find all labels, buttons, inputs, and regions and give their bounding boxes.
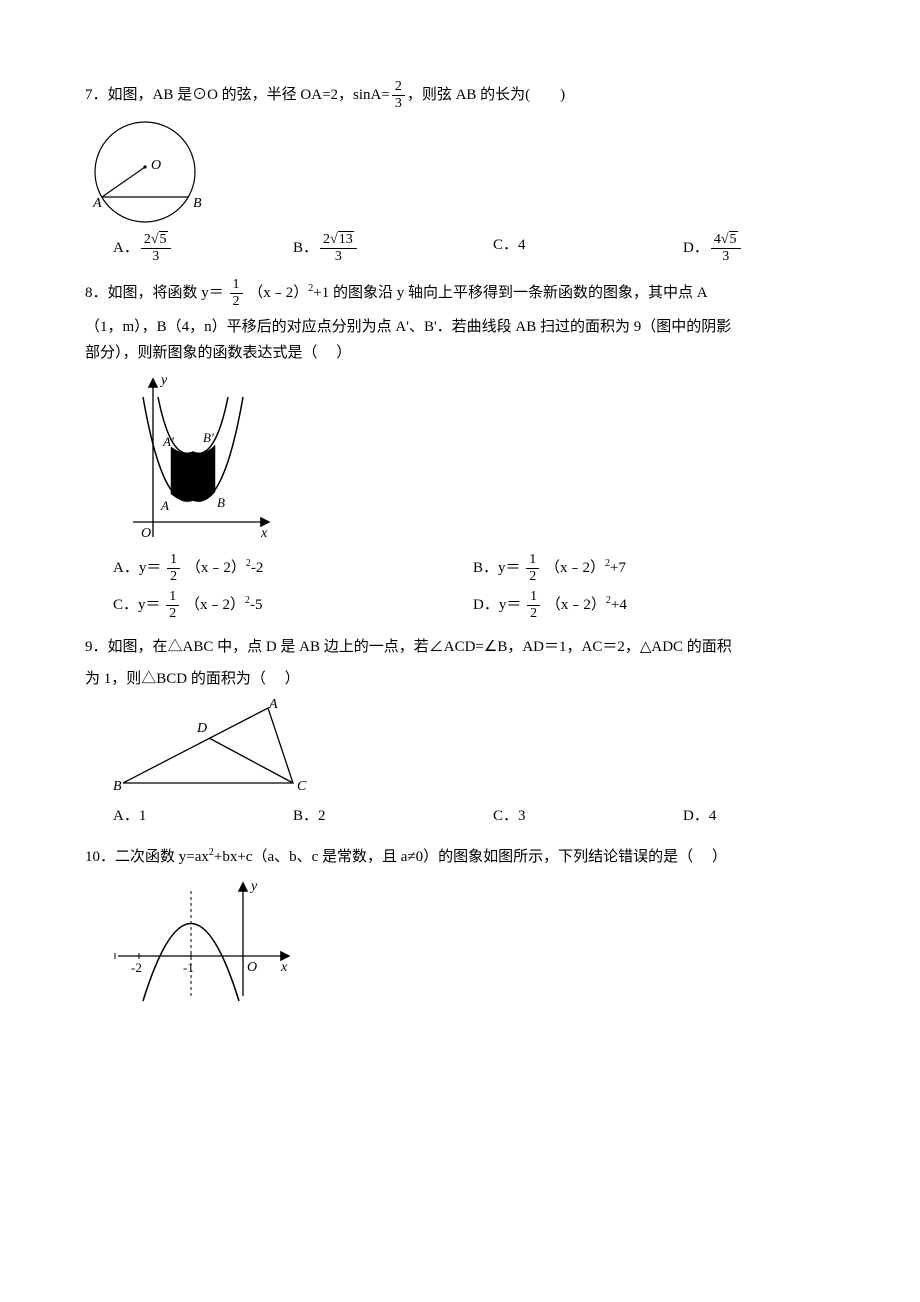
svg-text:O: O xyxy=(141,526,151,541)
q7-options: A．253 B．2133 C．4 D．453 xyxy=(113,233,840,264)
q7-svg: O A B xyxy=(85,117,220,227)
svg-text:A: A xyxy=(268,698,278,712)
question-10: 10．二次函数 y=ax2+bx+c（a、b、c 是常数，且 a≠0）的图象如图… xyxy=(85,844,840,1007)
q10-svg: O x y -2 -1 xyxy=(113,876,303,1006)
q9-number: 9 xyxy=(85,639,93,655)
q9-line2: 为 1，则△BCD 的面积为（ ） xyxy=(85,667,840,693)
q7-stem-b: ，则弦 AB 的长为( ) xyxy=(407,87,565,103)
q7-option-a: A．253 xyxy=(113,233,293,264)
svg-text:O: O xyxy=(151,158,161,173)
q9-option-c: C．3 xyxy=(493,804,683,830)
svg-text:-1: -1 xyxy=(183,960,194,975)
q7-sinA-fraction: 23 xyxy=(392,80,405,111)
question-7: 7．如图，AB 是⊙O 的弦，半径 OA=2，sinA=23，则弦 AB 的长为… xyxy=(85,80,840,264)
q8-figure: O x y A B A' B' xyxy=(113,372,840,547)
q9-option-d: D．4 xyxy=(683,804,840,830)
svg-text:A: A xyxy=(160,498,169,513)
svg-text:O: O xyxy=(247,960,257,975)
q7-a-frac: 253 xyxy=(141,233,171,264)
q7-option-c: C．4 xyxy=(493,233,683,264)
svg-text:-2: -2 xyxy=(131,960,142,975)
q8-option-b: B．y＝ 12 （x﹣2）2+7 xyxy=(473,553,840,584)
svg-text:B: B xyxy=(193,196,202,211)
q8-options: A．y＝ 12 （x﹣2）2-2 B．y＝ 12 （x﹣2）2+7 C．y＝ 1… xyxy=(113,553,840,621)
svg-text:x: x xyxy=(280,960,288,975)
svg-text:B: B xyxy=(217,495,225,510)
q7-stem-a: ．如图，AB 是⊙O 的弦，半径 OA=2，sinA= xyxy=(93,87,390,103)
q9-svg: B C A D xyxy=(113,698,323,798)
q7-stem: 7．如图，AB 是⊙O 的弦，半径 OA=2，sinA=23，则弦 AB 的长为… xyxy=(85,80,840,111)
q8-number: 8 xyxy=(85,285,93,301)
q7-d-frac: 453 xyxy=(711,233,741,264)
q9-option-a: A．1 xyxy=(113,804,293,830)
q7-option-d: D．453 xyxy=(683,233,840,264)
q8-half: 12 xyxy=(230,278,243,309)
svg-text:A: A xyxy=(92,196,102,211)
q7-option-b: B．2133 xyxy=(293,233,493,264)
svg-text:y: y xyxy=(249,879,258,894)
q10-stem: 10．二次函数 y=ax2+bx+c（a、b、c 是常数，且 a≠0）的图象如图… xyxy=(85,844,840,871)
svg-text:D: D xyxy=(196,721,207,736)
q8-line2: （1，m），B（4，n）平移后的对应点分别为点 A'、B'．若曲线段 AB 扫过… xyxy=(85,315,840,341)
q8-option-a: A．y＝ 12 （x﹣2）2-2 xyxy=(113,553,473,584)
svg-text:B': B' xyxy=(203,430,214,445)
svg-text:A': A' xyxy=(162,434,174,449)
q10-figure: O x y -2 -1 xyxy=(113,876,840,1006)
q7-b-frac: 2133 xyxy=(320,233,357,264)
q8-option-d: D．y＝ 12 （x﹣2）2+4 xyxy=(473,590,840,621)
q8-svg: O x y A B A' B' xyxy=(113,372,283,547)
q9-figure: B C A D xyxy=(113,698,840,798)
q10-number: 10 xyxy=(85,849,100,865)
q9-stem: 9．如图，在△ABC 中，点 D 是 AB 边上的一点，若∠ACD=∠B，AD＝… xyxy=(85,635,840,661)
svg-text:x: x xyxy=(260,526,268,541)
question-8: 8．如图，将函数 y＝ 12 （x﹣2）2+1 的图象沿 y 轴向上平移得到一条… xyxy=(85,278,840,621)
q8-option-c: C．y＝ 12 （x﹣2）2-5 xyxy=(113,590,473,621)
svg-text:B: B xyxy=(113,779,122,794)
question-9: 9．如图，在△ABC 中，点 D 是 AB 边上的一点，若∠ACD=∠B，AD＝… xyxy=(85,635,840,830)
q9-option-b: B．2 xyxy=(293,804,493,830)
svg-text:C: C xyxy=(297,779,307,794)
q8-stem: 8．如图，将函数 y＝ 12 （x﹣2）2+1 的图象沿 y 轴向上平移得到一条… xyxy=(85,278,840,309)
q7-figure: O A B xyxy=(85,117,840,227)
q9-options: A．1 B．2 C．3 D．4 xyxy=(113,804,840,830)
q8-line3: 部分），则新图象的函数表达式是（ ） xyxy=(85,341,840,367)
q7-number: 7 xyxy=(85,87,93,103)
svg-text:y: y xyxy=(159,373,168,388)
